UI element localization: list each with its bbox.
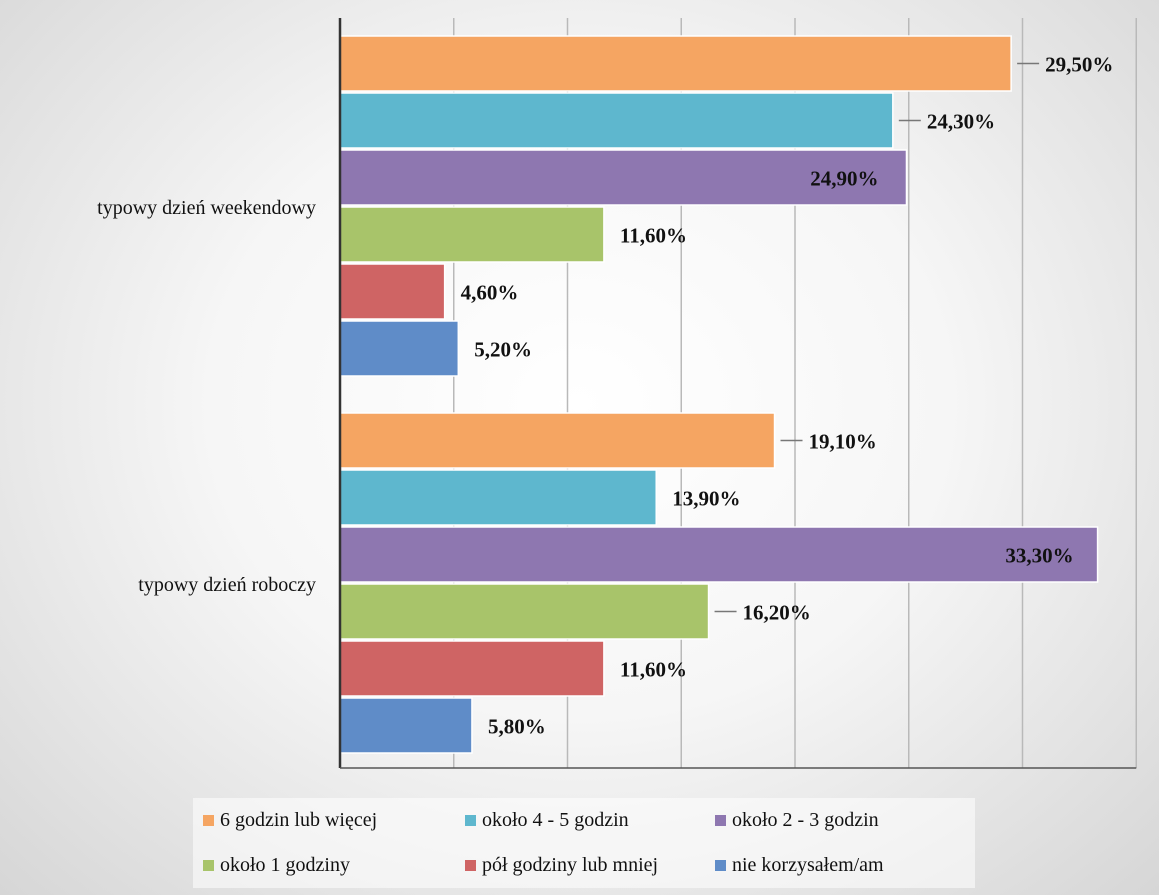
data-label: 29,50% bbox=[1045, 53, 1113, 77]
legend-item: około 1 godziny bbox=[203, 854, 465, 877]
bar bbox=[339, 149, 908, 206]
legend-swatch bbox=[203, 815, 214, 826]
data-label: 13,90% bbox=[672, 487, 740, 511]
legend-swatch bbox=[203, 860, 214, 871]
bar bbox=[339, 206, 605, 263]
legend-item: nie korzysałem/am bbox=[715, 854, 985, 877]
data-label: 24,90% bbox=[810, 167, 878, 191]
bar bbox=[339, 469, 657, 526]
legend-swatch bbox=[465, 815, 476, 826]
bar bbox=[339, 263, 446, 320]
legend-label: nie korzysałem/am bbox=[732, 854, 884, 876]
data-label: 19,10% bbox=[809, 430, 877, 454]
legend-item: 6 godzin lub więcej bbox=[203, 809, 465, 832]
legend-label: około 4 - 5 godzin bbox=[482, 809, 629, 831]
data-label: 5,20% bbox=[474, 338, 532, 362]
bar bbox=[339, 583, 710, 640]
category-label: typowy dzień roboczy bbox=[138, 574, 316, 596]
legend-item: około 2 - 3 godzin bbox=[715, 809, 985, 832]
category-label: typowy dzień weekendowy bbox=[97, 197, 316, 219]
bar bbox=[339, 35, 1012, 92]
legend-label: około 2 - 3 godzin bbox=[732, 809, 879, 831]
bar bbox=[339, 320, 460, 377]
bar bbox=[339, 526, 1099, 583]
bar bbox=[339, 640, 605, 697]
data-label: 5,80% bbox=[488, 715, 546, 739]
data-label: 11,60% bbox=[620, 658, 687, 682]
legend-label: około 1 godziny bbox=[220, 854, 350, 876]
bar bbox=[339, 412, 776, 469]
legend-swatch bbox=[465, 860, 476, 871]
bar bbox=[339, 697, 473, 754]
legend-swatch bbox=[715, 860, 726, 871]
legend-item: około 4 - 5 godzin bbox=[465, 809, 715, 832]
legend-item: pół godziny lub mniej bbox=[465, 854, 715, 877]
data-label: 4,60% bbox=[461, 281, 519, 305]
data-label: 24,30% bbox=[927, 110, 995, 134]
legend-label: pół godziny lub mniej bbox=[482, 854, 659, 876]
bar bbox=[339, 92, 894, 149]
legend-swatch bbox=[715, 815, 726, 826]
legend-label: 6 godzin lub więcej bbox=[220, 809, 378, 831]
data-label: 33,30% bbox=[1005, 544, 1073, 568]
data-label: 11,60% bbox=[620, 224, 687, 248]
legend: 6 godzin lub więcej około 4 - 5 godzin oko… bbox=[193, 798, 975, 888]
data-label: 16,20% bbox=[743, 601, 811, 625]
